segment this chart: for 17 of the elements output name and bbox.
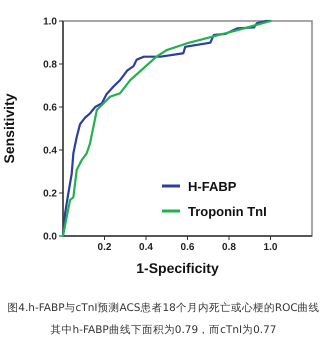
legend-label: Troponin TnI <box>188 204 267 219</box>
x-axis-title: 1-Specificity <box>136 260 219 276</box>
x-tick-label: 0.4 <box>139 242 154 253</box>
x-tick-label: 0.2 <box>98 242 112 253</box>
x-tick-label: 1.0 <box>264 242 278 253</box>
y-tick-label: 0.8 <box>43 60 58 70</box>
y-tick-label: 0.0 <box>43 232 58 242</box>
x-tick-label: 0.6 <box>180 242 195 253</box>
y-tick-label: 0.4 <box>43 146 58 156</box>
legend-label: H-FABP <box>188 179 237 194</box>
y-axis-title: Sensitivity <box>1 93 17 164</box>
x-tick-label: 0.8 <box>222 242 236 253</box>
y-tick-label: 0.6 <box>43 102 58 114</box>
y-tick-label: 1.0 <box>43 16 58 28</box>
y-tick-label: 0.2 <box>43 188 58 200</box>
text: 其中h-FABP曲线下面积为0.79，而cTnI为0.77 <box>50 323 276 336</box>
caption: 图4.h-FABP与cTnI预测ACS患者18个月内死亡或心梗的ROC曲线 <box>7 301 320 314</box>
